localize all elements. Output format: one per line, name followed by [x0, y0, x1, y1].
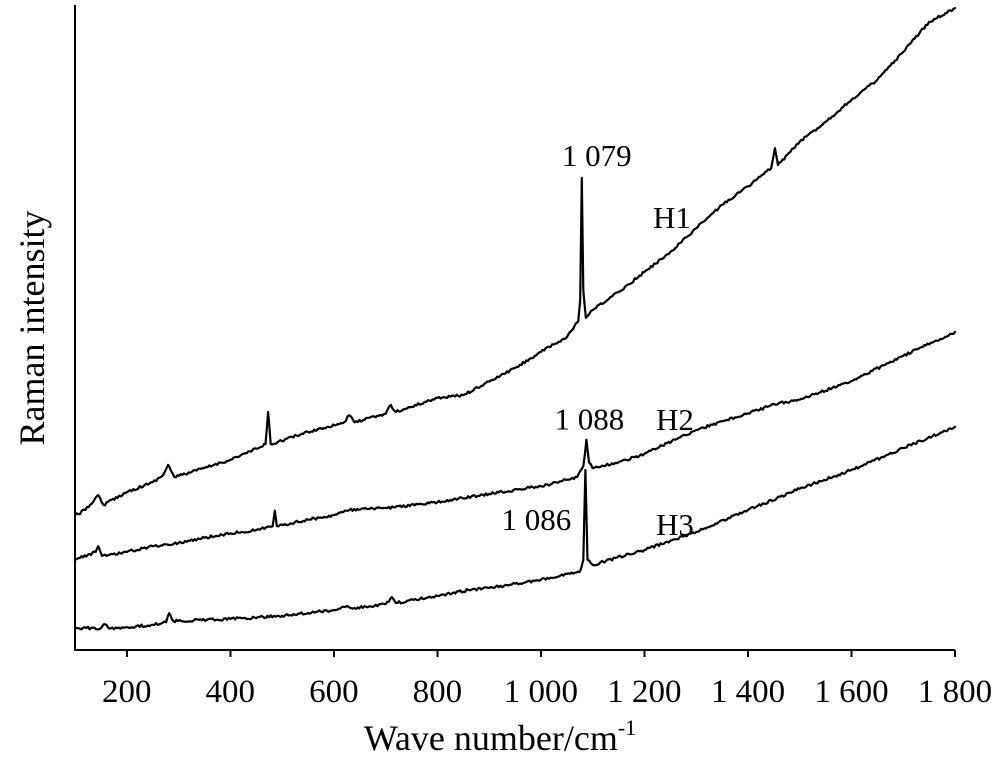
x-tick-label: 800	[413, 674, 463, 710]
x-tick-label: 1 000	[504, 674, 578, 710]
series-labels: H1 H2 H3	[653, 200, 694, 542]
x-tick-label: 200	[102, 674, 152, 710]
x-axis-ticks: 200 400 600 800 1 000 1 200 1 400 1 600 1 800	[102, 650, 992, 710]
series-label-h3: H3	[656, 507, 694, 542]
peak-annotation: 1 086	[502, 502, 572, 537]
x-tick-label: 600	[309, 674, 359, 710]
y-axis-label: Raman intensity	[12, 211, 52, 446]
series-lines	[73, 7, 957, 631]
series-label-h1: H1	[653, 200, 691, 235]
x-tick-label: 1 600	[814, 674, 888, 710]
x-axis-label: Wave number/cm-1	[364, 715, 636, 758]
x-tick-label: 1 200	[607, 674, 681, 710]
peak-annotations: 1 079 1 088 1 086	[502, 138, 632, 537]
series-line-h1	[73, 7, 957, 517]
x-tick-label: 1 800	[918, 674, 992, 710]
x-axis-label-superscript: -1	[618, 715, 636, 740]
x-tick-label: 1 400	[711, 674, 785, 710]
x-tick-label: 400	[206, 674, 256, 710]
x-axis-label-main: Wave number/cm	[364, 718, 618, 758]
series-line-h3	[73, 425, 957, 631]
peak-annotation: 1 079	[562, 138, 632, 173]
peak-annotation: 1 088	[555, 402, 625, 437]
axes	[73, 5, 955, 652]
series-label-h2: H2	[656, 402, 694, 437]
series-line-h2	[73, 330, 957, 561]
